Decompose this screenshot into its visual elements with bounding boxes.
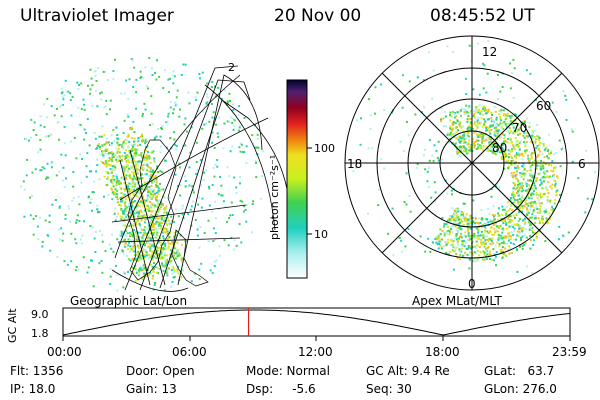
glat-readout: GLat: 63.7 xyxy=(484,364,555,378)
ip-readout: IP: 18.0 xyxy=(10,382,56,396)
colorbar-unit-label: photon cm⁻²s⁻¹ xyxy=(268,155,281,240)
colorbar-tick-100: 100 xyxy=(314,142,335,155)
door-readout: Door: Open xyxy=(126,364,195,378)
mode-readout: Mode: Normal xyxy=(246,364,330,378)
glon-readout: GLon: 276.0 xyxy=(484,382,557,396)
xtick-1800: 18:00 xyxy=(425,345,460,359)
colorbar-scale xyxy=(286,79,308,279)
gc-alt-readout: GC Alt: 9.4 Re xyxy=(366,364,450,378)
lat-label-70: 70 xyxy=(512,121,527,135)
polar-auroral-oval xyxy=(352,39,596,274)
apex-panel-label: Apex MLat/MLT xyxy=(412,294,502,308)
flt-readout: Flt: 1356 xyxy=(10,364,64,378)
colorbar-tick-10: 10 xyxy=(314,228,328,241)
altitude-curve xyxy=(62,309,571,336)
ytick-9: 9.0 xyxy=(31,308,49,321)
mlt-label-6: 6 xyxy=(578,157,586,171)
coastline xyxy=(127,139,209,287)
time-label: 08:45:52 UT xyxy=(430,6,535,26)
xtick-0600: 06:00 xyxy=(172,345,207,359)
xtick-1200: 12:00 xyxy=(298,345,333,359)
lat-label-80: 80 xyxy=(492,141,507,155)
xtick-2359: 23:59 xyxy=(552,345,587,359)
dsp-readout: Dsp: -5.6 xyxy=(246,382,316,396)
mlt-label-18: 18 xyxy=(347,157,362,171)
xtick-0000: 00:00 xyxy=(47,345,82,359)
geo-grid xyxy=(111,65,291,292)
xticks xyxy=(62,336,571,341)
altitude-ylabel: GC Alt xyxy=(6,308,19,343)
grid-corner-label: 2 xyxy=(228,61,235,74)
mlt-label-0: 0 xyxy=(468,277,476,291)
seq-readout: Seq: 30 xyxy=(366,382,412,396)
grid-line xyxy=(124,65,239,291)
instrument-title: Ultraviolet Imager xyxy=(20,6,174,26)
ytick-1-8: 1.8 xyxy=(31,327,49,340)
mlt-line-diag-2 xyxy=(381,72,563,254)
gain-readout: Gain: 13 xyxy=(126,382,177,396)
geo-panel-label: Geographic Lat/Lon xyxy=(70,294,188,308)
mlt-label-12: 12 xyxy=(482,45,497,59)
lat-label-60: 60 xyxy=(536,99,551,113)
date-label: 20 Nov 00 xyxy=(274,6,362,26)
altitude-plot-frame xyxy=(62,307,571,337)
polar-grid xyxy=(344,35,600,291)
